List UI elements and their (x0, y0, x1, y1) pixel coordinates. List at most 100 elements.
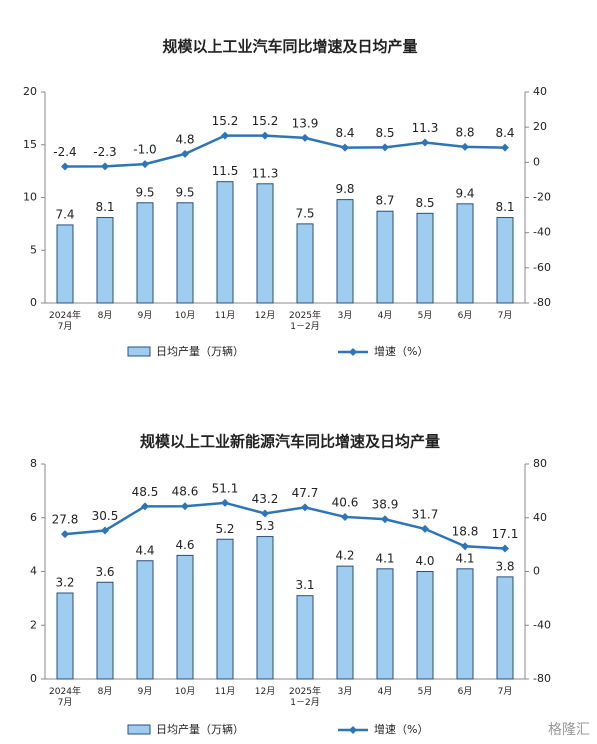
y2-tick-label: 0 (533, 155, 540, 168)
y-tick-label: 0 (30, 672, 37, 685)
line (64, 134, 506, 168)
y-tick-label: 10 (23, 191, 37, 204)
line-label: 15.2 (212, 114, 239, 128)
line-label: 8.5 (375, 126, 394, 140)
y-tick-label: 0 (30, 296, 37, 309)
line-label: 8.8 (455, 125, 474, 139)
line-label: 48.6 (172, 485, 199, 499)
line-label: 15.2 (252, 114, 279, 128)
marker (101, 526, 109, 535)
line-label: 47.7 (292, 486, 319, 500)
line-label: -2.4 (53, 145, 76, 159)
bar (376, 568, 394, 680)
x-tick-label: 2025年 1－2月 (289, 687, 321, 708)
marker (381, 515, 389, 524)
legend-label: 日均产量（万辆） (156, 722, 244, 736)
y-tick-label: 15 (23, 138, 37, 151)
y2-tick-label: -80 (533, 296, 551, 309)
line-label: 8.4 (335, 126, 354, 140)
y2-tick-label: -60 (533, 261, 551, 274)
x-tick-label: 3月 (337, 687, 353, 697)
watermark: 格隆汇 (548, 722, 590, 738)
line-label: 8.4 (495, 126, 514, 140)
bar-label: 7.4 (55, 207, 74, 221)
bar (296, 223, 314, 304)
line-label: 40.6 (332, 495, 359, 509)
x-tick-label: 11月 (214, 687, 236, 697)
marker (341, 512, 349, 521)
marker (421, 138, 429, 147)
bar (56, 224, 74, 304)
bar-label: 4.0 (415, 554, 434, 568)
y2-tick-label: -80 (533, 672, 551, 685)
marker (141, 160, 149, 169)
line-label: 11.3 (412, 121, 439, 135)
marker (301, 503, 309, 512)
marker (501, 143, 509, 152)
legend-swatch (127, 724, 151, 735)
bar (376, 210, 394, 304)
line-label: 4.8 (175, 132, 194, 146)
bar (56, 592, 74, 680)
bar (256, 536, 274, 680)
y-tick-label: 4 (30, 565, 37, 578)
x-tick-label: 2024年 7月 (49, 687, 81, 708)
x-tick-label: 2025年 1－2月 (289, 311, 321, 332)
bar-label: 9.5 (175, 185, 194, 199)
x-tick-label: 4月 (377, 311, 393, 321)
bar-label: 5.2 (215, 522, 234, 536)
bar (256, 183, 274, 304)
legend-swatch (349, 726, 357, 734)
line-label: -2.3 (93, 145, 116, 159)
bar (136, 202, 154, 304)
marker (261, 131, 269, 140)
line-label: 27.8 (52, 513, 79, 527)
bar-label: 9.4 (455, 186, 474, 200)
bar (496, 576, 514, 680)
x-tick-label: 12月 (254, 687, 276, 697)
x-tick-label: 11月 (214, 311, 236, 321)
marker (181, 149, 189, 158)
legend-swatch (349, 348, 357, 356)
bar-label: 8.1 (95, 200, 114, 214)
marker (301, 133, 309, 142)
chart-title: 规模以上工业汽车同比增速及日均产量 (162, 38, 417, 56)
bar (416, 571, 434, 680)
bar-label: 4.1 (455, 551, 474, 565)
x-tick-label: 3月 (337, 311, 353, 321)
line-label: 51.1 (212, 481, 239, 495)
x-tick-label: 5月 (417, 687, 433, 697)
bar-label: 3.8 (495, 559, 514, 573)
bar-label: 9.5 (135, 185, 154, 199)
bar (216, 538, 234, 680)
x-tick-label: 4月 (377, 687, 393, 697)
bar-label: 3.1 (295, 578, 314, 592)
bar (296, 595, 314, 680)
x-tick-label: 8月 (97, 687, 113, 697)
marker (221, 131, 229, 140)
line-label: 43.2 (252, 492, 279, 506)
y2-tick-label: 40 (533, 85, 547, 98)
line-label: 48.5 (132, 485, 159, 499)
marker (141, 502, 149, 511)
line-label: 18.8 (452, 525, 479, 539)
x-tick-label: 12月 (254, 311, 276, 321)
bar (456, 203, 474, 304)
line-label: 38.9 (372, 498, 399, 512)
bar-label: 4.4 (135, 543, 154, 557)
bar-label: 11.3 (252, 166, 279, 180)
marker (261, 509, 269, 518)
x-tick-label: 5月 (417, 311, 433, 321)
bar (496, 217, 514, 304)
marker (461, 542, 469, 551)
bar (96, 581, 114, 680)
marker (221, 498, 229, 507)
chart-title: 规模以上工业新能源汽车同比增速及日均产量 (140, 433, 440, 451)
y-tick-label: 2 (30, 618, 37, 631)
marker (101, 162, 109, 171)
x-tick-label: 2024年 7月 (49, 311, 81, 332)
line-label: -1.0 (133, 143, 156, 157)
y-tick-label: 5 (30, 243, 37, 256)
bar-label: 8.1 (495, 200, 514, 214)
